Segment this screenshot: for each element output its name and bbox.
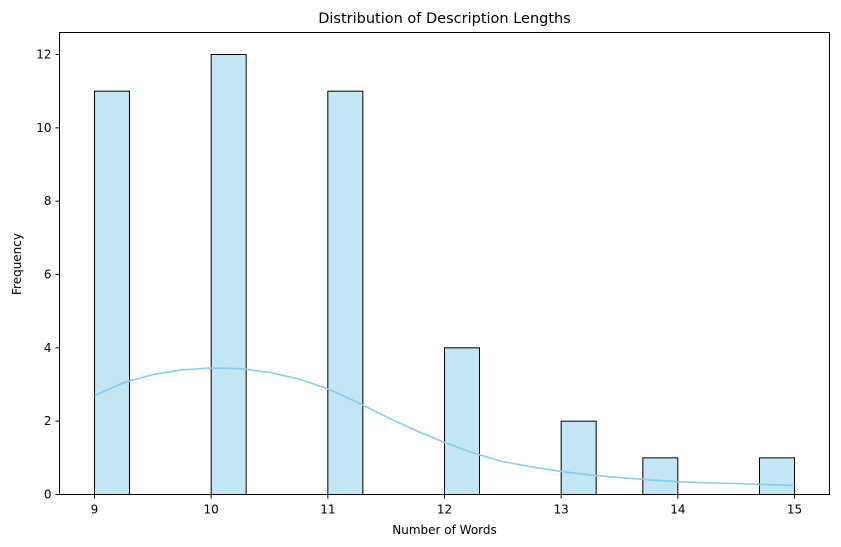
histogram-bar [444,347,480,496]
x-tick-label: 13 [554,503,569,517]
x-tick-label: 15 [787,503,802,517]
x-axis-label: Number of Words [392,523,497,537]
y-tick-label: 0 [44,488,52,502]
y-tick-label: 10 [36,121,51,135]
y-tick-label: 4 [44,341,52,355]
y-tick-label: 6 [44,268,52,282]
histogram-bar [642,457,679,496]
x-tick-label: 14 [670,503,685,517]
y-tick-label: 12 [36,48,51,62]
bars-group [94,54,795,496]
x-tick-label: 10 [204,503,219,517]
x-tick-label: 9 [91,503,99,517]
x-tick-label: 12 [437,503,452,517]
x-axis-ticks: 9 10 11 12 13 14 15 [91,494,802,517]
kde-curve [94,367,795,487]
histogram-bar [560,420,597,495]
histogram-bar [759,457,795,496]
y-tick-label: 8 [44,194,52,208]
chart-title: Distribution of Description Lengths [318,11,571,27]
histogram-bar [210,54,247,495]
y-tick-label: 2 [44,414,52,428]
histogram-bar [94,90,130,496]
y-axis-ticks: 0 2 4 6 8 10 12 [36,48,60,502]
histogram-bar [327,90,364,496]
y-axis-label: Frequency [10,233,24,295]
x-tick-label: 11 [320,503,335,517]
